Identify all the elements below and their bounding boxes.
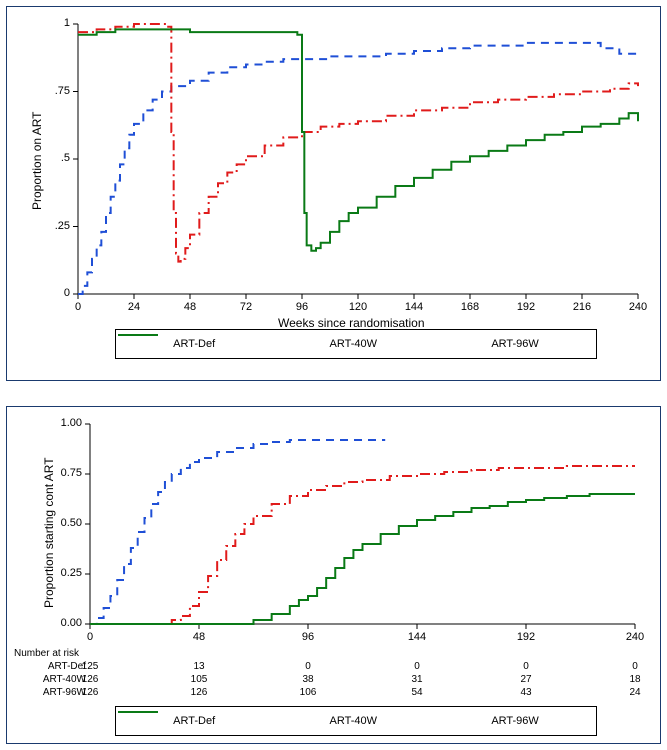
legend-label: ART-40W: [330, 715, 377, 727]
risk-cell: 43: [511, 687, 541, 698]
ytick-label: 0.25: [61, 567, 82, 579]
risk-cell: 126: [75, 674, 105, 685]
risk-cell: 0: [293, 661, 323, 672]
risk-cell: 18: [620, 674, 650, 685]
xtick-label: 48: [178, 301, 202, 313]
xtick-label: 0: [78, 631, 102, 643]
legend-label: ART-40W: [330, 338, 377, 350]
ytick-label: .5: [61, 152, 70, 164]
xtick-label: 216: [570, 301, 594, 313]
legend-item: ART-40W: [330, 715, 377, 727]
risk-cell: 126: [184, 687, 214, 698]
legend-item: ART-40W: [330, 338, 377, 350]
legend-label: ART-Def: [173, 715, 215, 727]
risk-cell: 105: [184, 674, 214, 685]
risk-cell: 31: [402, 674, 432, 685]
xtick-label: 96: [296, 631, 320, 643]
legend-item: ART-Def: [173, 715, 215, 727]
xtick-label: 144: [405, 631, 429, 643]
legend-swatch: [116, 707, 160, 717]
xtick-label: 168: [458, 301, 482, 313]
ytick-label: 1.00: [61, 417, 82, 429]
risk-cell: 0: [620, 661, 650, 672]
risk-cell: 27: [511, 674, 541, 685]
xtick-label: 192: [514, 631, 538, 643]
risk-cell: 0: [402, 661, 432, 672]
legend-swatch: [116, 330, 160, 340]
xtick-label: 48: [187, 631, 211, 643]
ytick-label: 0.75: [61, 467, 82, 479]
legend-label: ART-96W: [491, 715, 538, 727]
xtick-label: 96: [290, 301, 314, 313]
ytick-label: 0.50: [61, 517, 82, 529]
risk-table-header: Number at risk: [14, 648, 79, 659]
xtick-label: 144: [402, 301, 426, 313]
y-axis-label: Proportion on ART: [30, 111, 44, 210]
xtick-label: 72: [234, 301, 258, 313]
xtick-label: 240: [623, 631, 647, 643]
ytick-label: 1: [64, 17, 70, 29]
legend-item: ART-Def: [173, 338, 215, 350]
legend: ART-Def ART-40W ART-96W: [115, 706, 597, 736]
y-axis-label: Proportion starting cont ART: [42, 457, 56, 608]
xtick-label: 192: [514, 301, 538, 313]
risk-cell: 126: [75, 687, 105, 698]
ytick-label: 0: [64, 287, 70, 299]
ytick-label: .75: [55, 85, 70, 97]
legend-label: ART-96W: [491, 338, 538, 350]
ytick-label: 0.00: [61, 617, 82, 629]
risk-cell: 38: [293, 674, 323, 685]
risk-cell: 24: [620, 687, 650, 698]
legend-label: ART-Def: [173, 338, 215, 350]
xtick-label: 120: [346, 301, 370, 313]
risk-cell: 13: [184, 661, 214, 672]
xtick-label: 240: [626, 301, 650, 313]
risk-cell: 54: [402, 687, 432, 698]
x-axis-label: Weeks since randomisation: [278, 316, 425, 330]
legend-item: ART-96W: [491, 715, 538, 727]
legend-item: ART-96W: [491, 338, 538, 350]
risk-cell: 106: [293, 687, 323, 698]
ytick-label: .25: [55, 220, 70, 232]
risk-cell: 0: [511, 661, 541, 672]
xtick-label: 0: [66, 301, 90, 313]
risk-cell: 125: [75, 661, 105, 672]
legend: ART-Def ART-40W ART-96W: [115, 329, 597, 359]
xtick-label: 24: [122, 301, 146, 313]
